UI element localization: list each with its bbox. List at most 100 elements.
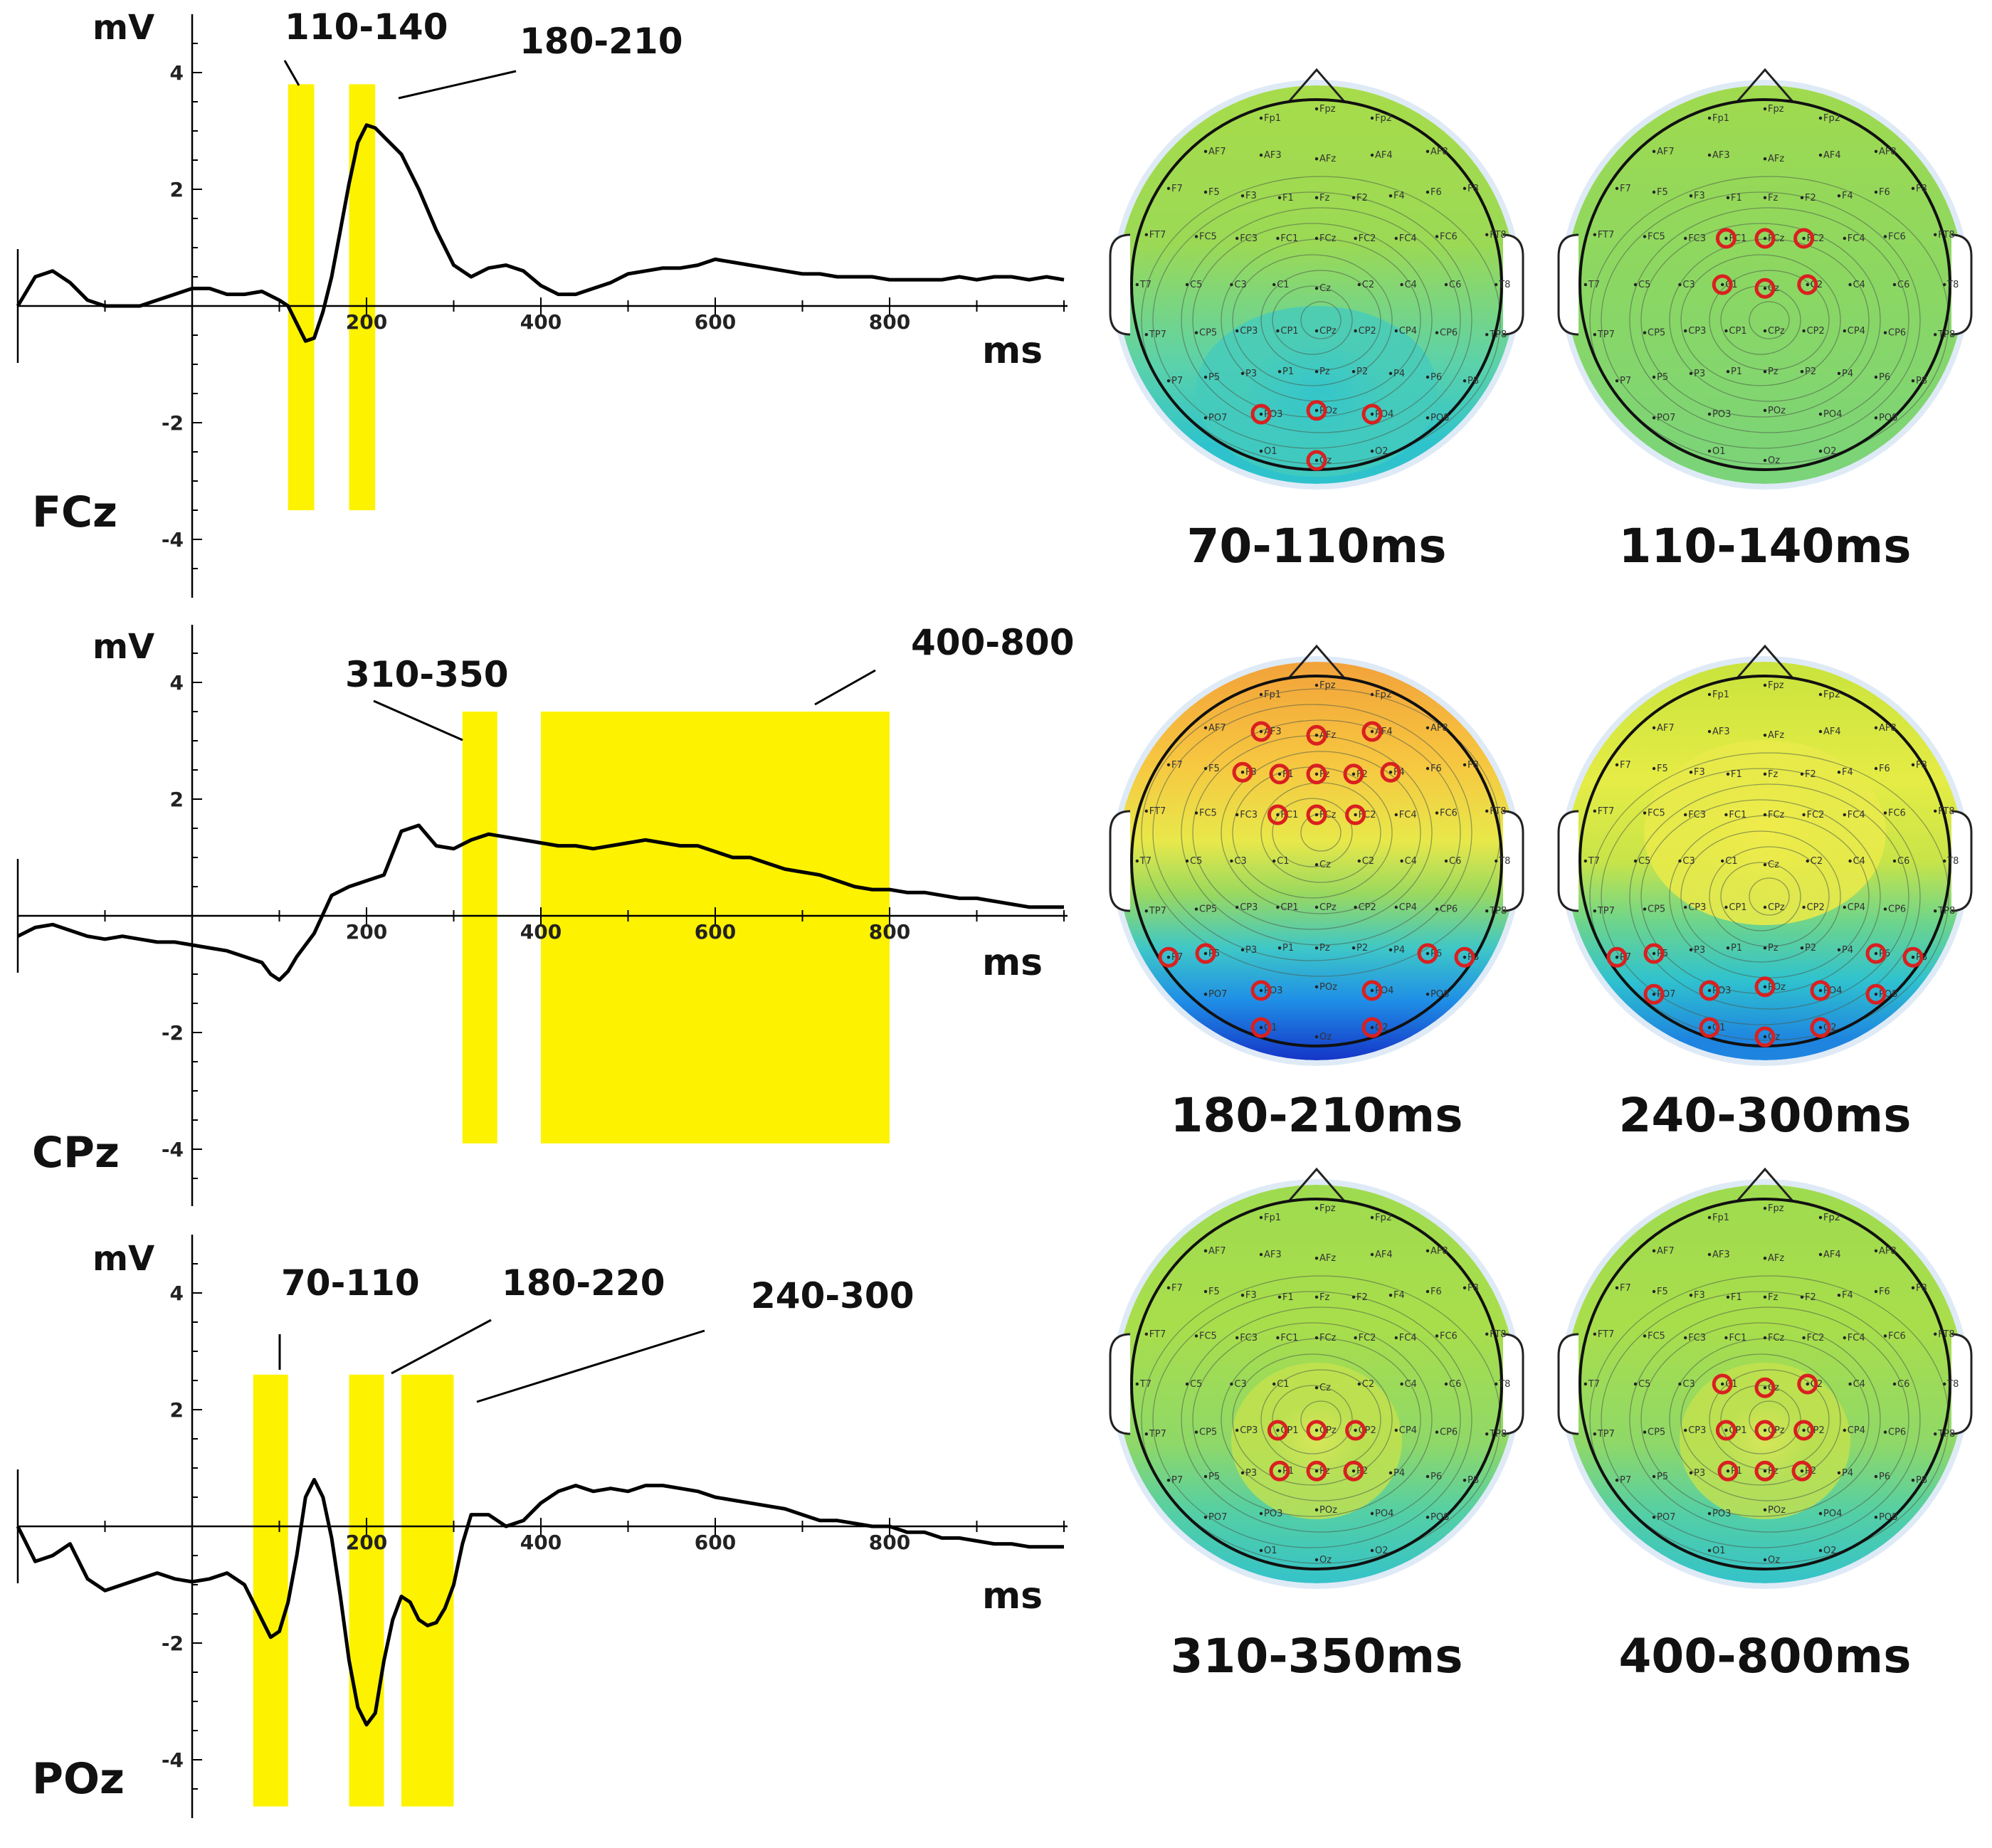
topomap-time-label: 400-800ms <box>1619 1629 1912 1684</box>
electrode-dot <box>1874 726 1878 729</box>
analysis-window-bar <box>349 84 376 510</box>
right-ear <box>1502 233 1524 336</box>
electrode-dot <box>1314 1386 1319 1390</box>
electrode-dot <box>1763 905 1767 909</box>
electrode-dot <box>1724 905 1728 909</box>
electrode-grid: Fp1 Fpz Fp2 AF7 AF3 AFz AF4 AF8 F7 F5 F3 F1 Fz F2 F4 F6… <box>1583 1203 1959 1565</box>
marked-electrode-ring <box>1754 278 1776 299</box>
electrode-dot <box>1444 859 1448 863</box>
electrode-dot <box>1354 329 1357 333</box>
electrode-label: CP6 <box>1888 328 1906 339</box>
electrode-label: FC1 <box>1729 810 1746 820</box>
electrode-dot <box>1763 408 1767 412</box>
right-ear <box>1502 810 1524 912</box>
electrode-label: CP4 <box>1399 326 1417 337</box>
electrode-dot <box>1633 283 1638 287</box>
electrode-dot <box>1643 235 1647 238</box>
x-axis-unit-label: ms <box>982 329 1043 372</box>
electrode-dot <box>1370 692 1374 697</box>
electrode-label: P1 <box>1731 366 1742 377</box>
electrode-dot <box>1848 1382 1852 1386</box>
electrode-dot <box>1400 859 1403 863</box>
electrode-dot <box>1230 283 1233 287</box>
electrode-label: FC5 <box>1199 1331 1217 1341</box>
head-outline <box>1130 675 1503 1047</box>
electrode-label: C2 <box>1362 1379 1374 1390</box>
electrode-dot <box>1435 811 1439 815</box>
electrode-label: PO7 <box>1657 413 1675 423</box>
electrode-label: C6 <box>1449 1379 1461 1390</box>
electrode-dot <box>1678 283 1682 287</box>
electrode-label: FC6 <box>1440 1331 1458 1341</box>
contour-line <box>1141 1275 1501 1564</box>
electrode-dot <box>1684 813 1687 817</box>
contour-line <box>1669 1338 1870 1501</box>
electrode-dot <box>1652 149 1656 153</box>
electrode-dot <box>1818 1252 1823 1257</box>
electrode-label: T8 <box>1946 1379 1959 1390</box>
electrode-label: TP7 <box>1597 1429 1615 1440</box>
electrode-label: P4 <box>1393 369 1405 379</box>
electrode-dot <box>1684 1428 1687 1432</box>
electrode-dot <box>1203 766 1208 771</box>
electrode-label: Fp1 <box>1264 690 1281 700</box>
electrode-dot <box>1314 1469 1319 1473</box>
electrode-label: CP2 <box>1807 902 1825 913</box>
electrode-label: FC5 <box>1199 231 1217 242</box>
marked-electrode-ring <box>1754 228 1776 249</box>
electrode-label: AF4 <box>1823 727 1841 737</box>
electrode-dot <box>1874 1516 1878 1519</box>
electrode-label: FT8 <box>1938 230 1954 241</box>
electrode-label: CP1 <box>1729 902 1746 913</box>
electrode-dot <box>1593 809 1596 813</box>
electrode-dot <box>1314 863 1319 867</box>
marked-electrode-ring <box>1250 980 1272 1001</box>
electrode-dot <box>1593 909 1596 913</box>
electrode-dot <box>1837 771 1841 774</box>
electrode-dot <box>1721 1382 1724 1386</box>
electrode-dot <box>1370 153 1374 157</box>
y-tick-label: -2 <box>162 1021 184 1045</box>
y-tick-label: 2 <box>170 178 184 201</box>
electrode-label: F8 <box>1916 184 1927 194</box>
channel-name-label: FCz <box>32 487 117 537</box>
electrode-label: CPz <box>1768 326 1785 337</box>
electrode-dot <box>1763 196 1767 199</box>
electrode-dot <box>1707 153 1712 157</box>
electrode-label: C5 <box>1638 1379 1650 1390</box>
electrode-dot <box>1194 235 1198 238</box>
contour-line <box>1680 830 1841 963</box>
electrode-label: FC3 <box>1240 233 1258 244</box>
electrode-dot <box>1351 196 1356 199</box>
contour-line <box>1192 1322 1433 1517</box>
electrode-dot <box>1144 1432 1148 1436</box>
electrode-label: Fp1 <box>1712 113 1729 124</box>
contour-line <box>1272 285 1353 355</box>
electrode-label: FC6 <box>1888 231 1906 242</box>
electrode-label: P3 <box>1694 369 1705 379</box>
electrode-label: TP7 <box>1149 1429 1166 1440</box>
electrode-dot <box>1818 116 1823 120</box>
electrode-dot <box>1593 1332 1596 1336</box>
electrode-label: CP3 <box>1688 1425 1706 1436</box>
electrode-dot <box>1684 329 1687 333</box>
electrode-dot <box>1763 1508 1767 1511</box>
contour-line <box>1221 1338 1421 1501</box>
electrode-dot <box>1351 946 1356 950</box>
electrode-label: P1 <box>1282 366 1294 377</box>
electrode-label: F5 <box>1657 764 1668 774</box>
electrode-label: CP5 <box>1199 328 1217 339</box>
marked-electrode-ring <box>1269 1460 1290 1482</box>
electrode-dot <box>1354 236 1357 241</box>
electrode-dot <box>1934 333 1937 337</box>
x-tick-label: 800 <box>869 920 910 944</box>
electrode-dot <box>1485 909 1489 913</box>
electrode-dot <box>1495 1382 1498 1386</box>
electrode-dot <box>1314 1336 1319 1340</box>
y-tick-label: 4 <box>170 671 184 695</box>
electrode-dot <box>1314 1257 1319 1260</box>
electrode-label: P8 <box>1467 376 1479 386</box>
electrode-dot <box>1194 1430 1198 1434</box>
electrode-label: FCz <box>1319 1333 1337 1343</box>
electrode-dot <box>1911 956 1915 959</box>
